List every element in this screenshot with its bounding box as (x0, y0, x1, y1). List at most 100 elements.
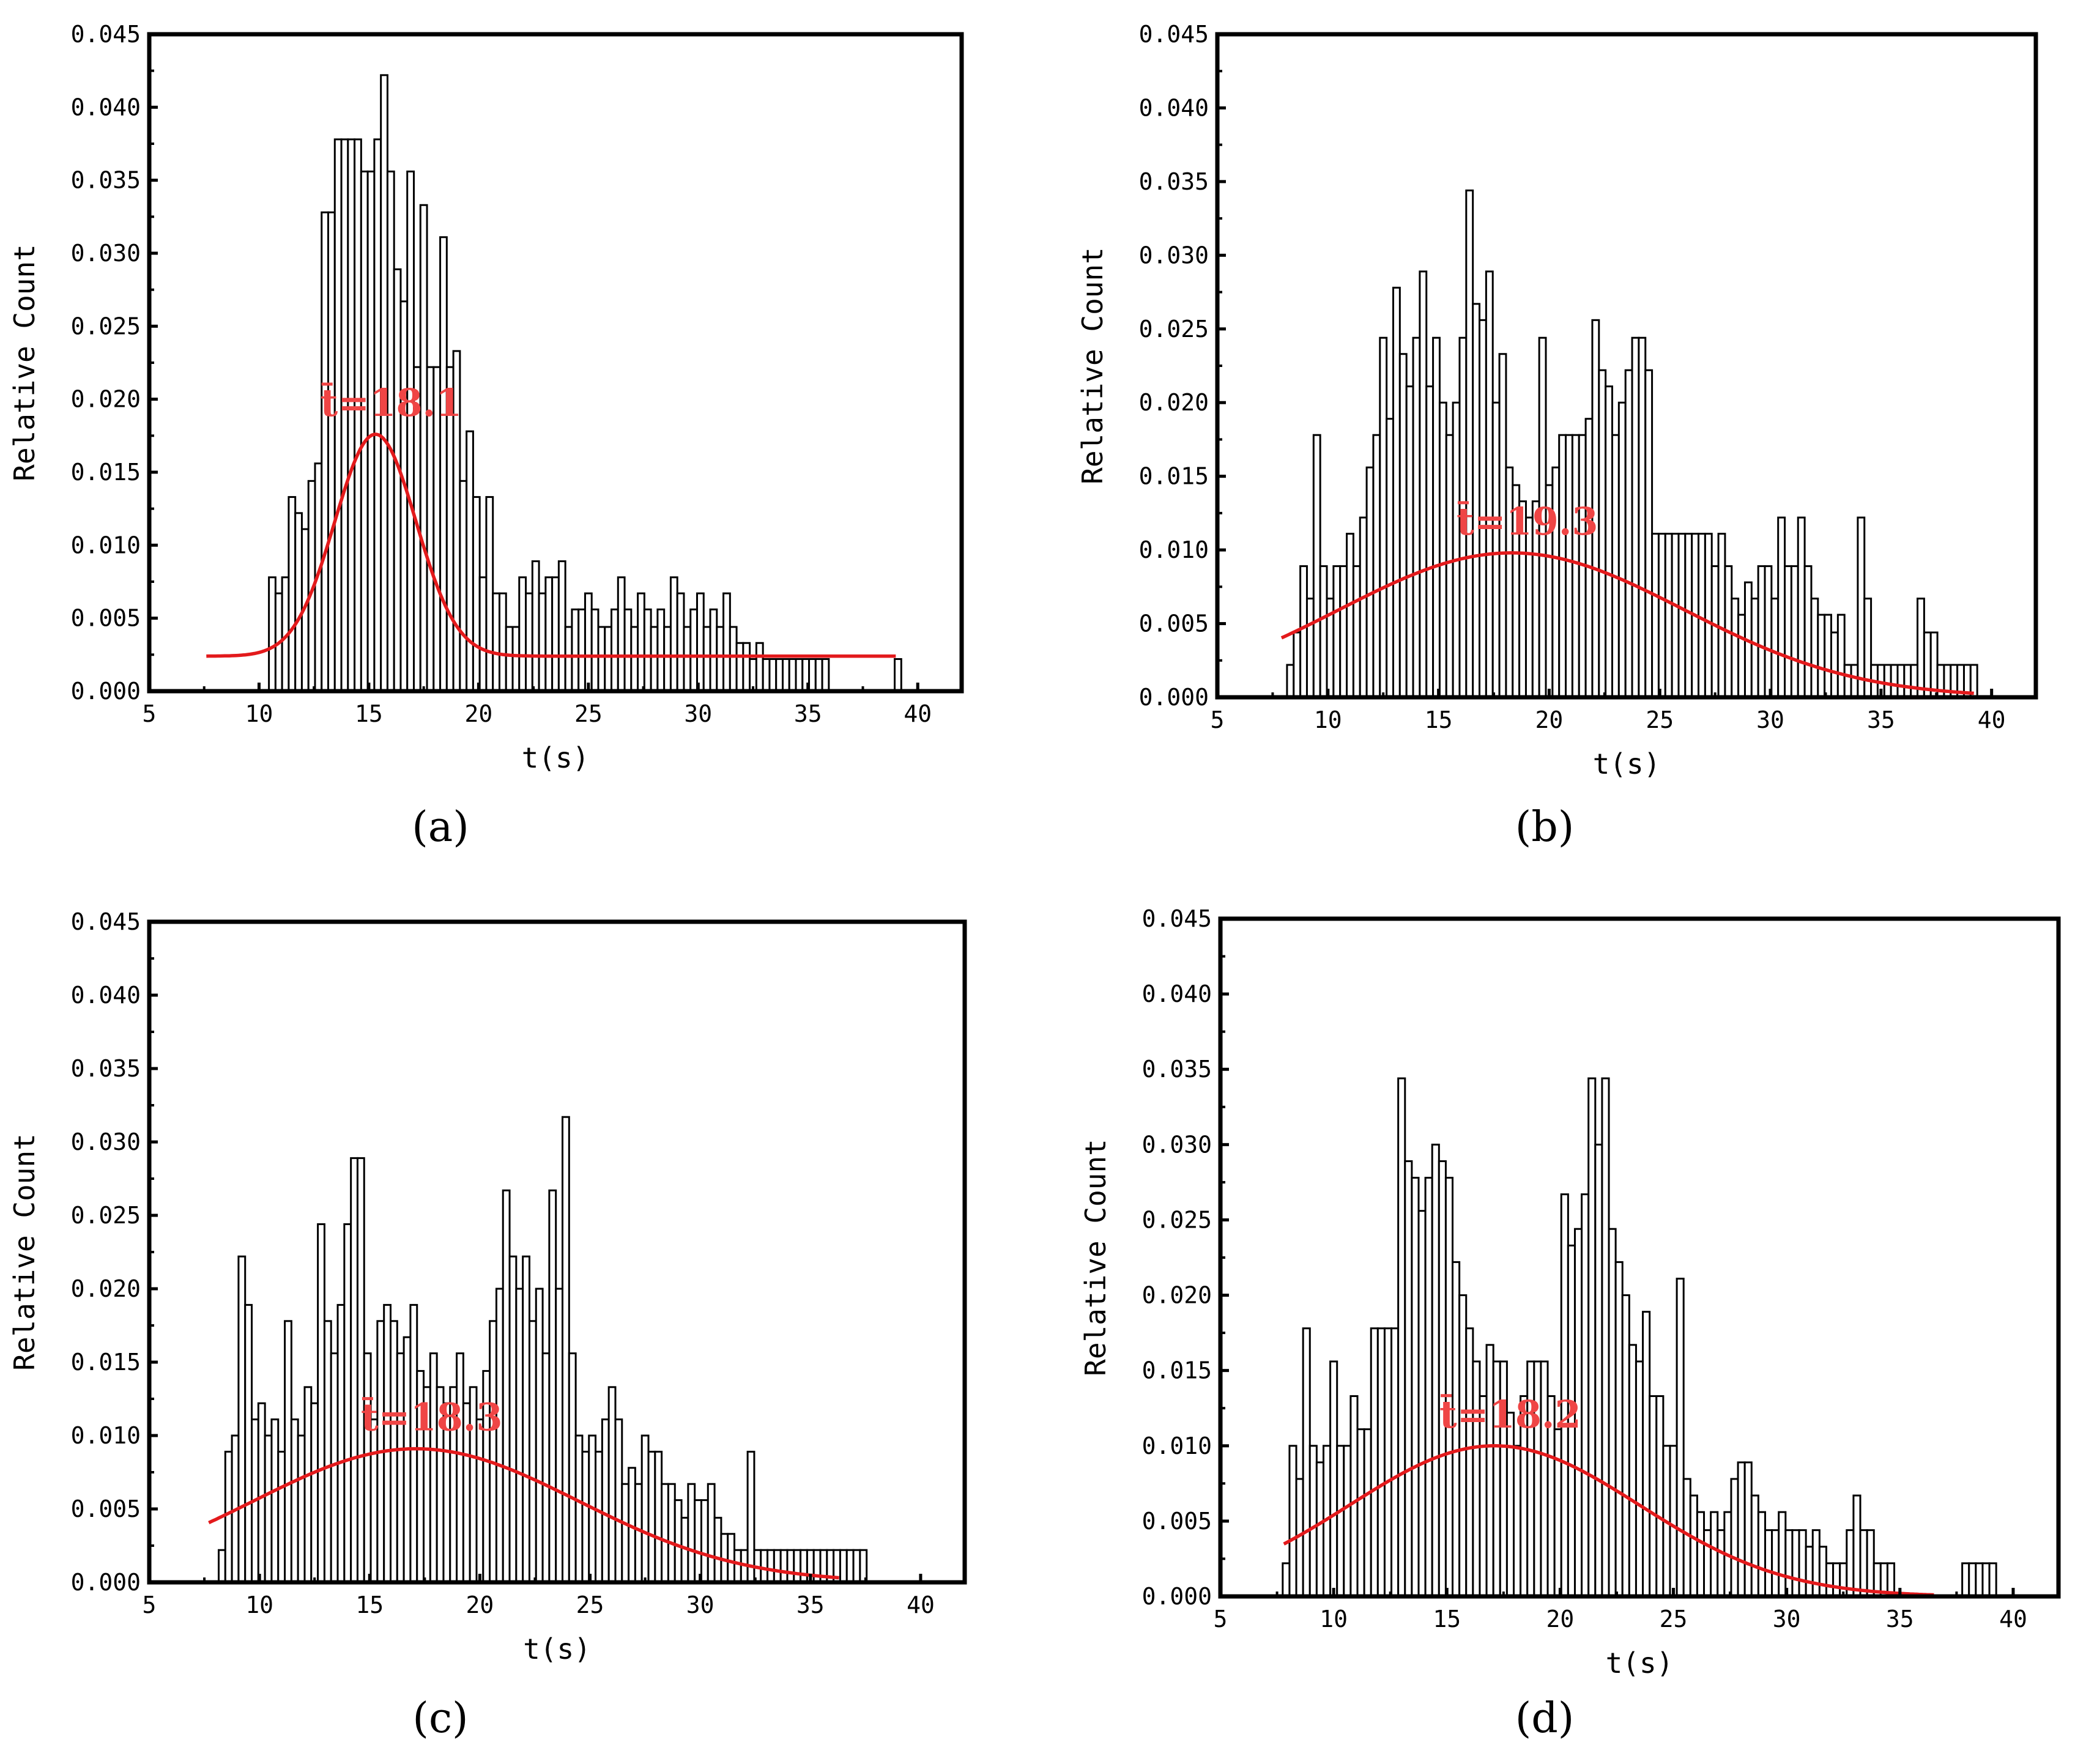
histogram-bar (1553, 1428, 1562, 1598)
histogram-bar (399, 300, 409, 692)
histogram-bar (1863, 598, 1873, 699)
histogram-bar (1846, 1529, 1855, 1598)
histogram-bar (1617, 401, 1627, 699)
histogram-bar (541, 1352, 551, 1584)
panel-label: (d) (1515, 1694, 1575, 1743)
histogram-bar (1737, 613, 1746, 699)
histogram-bar (1975, 1562, 1984, 1598)
x-tick-label: 40 (1978, 706, 2006, 733)
histogram-bar (551, 576, 560, 692)
histogram-bar (1717, 1529, 1726, 1598)
histogram-bar (722, 592, 731, 692)
histogram-bar (1710, 565, 1720, 699)
histogram-bar (894, 658, 902, 692)
histogram-bar (1731, 598, 1740, 699)
y-tick-label: 0.030 (71, 240, 141, 267)
y-tick-label: 0.035 (71, 167, 141, 194)
histogram-bar (492, 592, 500, 692)
histogram-bar (237, 1255, 247, 1584)
y-tick-label: 0.045 (71, 21, 141, 48)
histogram-bar (1465, 1327, 1474, 1598)
fit-curve (206, 432, 896, 658)
histogram-bar (604, 626, 613, 692)
histogram-bar (1445, 434, 1454, 699)
histogram-bar (1664, 533, 1673, 699)
x-tick-label: 15 (355, 700, 383, 727)
histogram-bar (1438, 1160, 1447, 1598)
histogram-bar (1288, 1445, 1297, 1598)
histogram-bar (1444, 1177, 1454, 1598)
histogram-bar (1825, 1562, 1835, 1598)
chart-panel-d: 0.000 0.005 0.010 0.015 0.020 0.025 0.030 0.035… (1079, 905, 2061, 1743)
histogram-bar (386, 170, 395, 692)
histogram-bar (1286, 664, 1295, 699)
histogram-bar (1412, 336, 1421, 699)
histogram-bar (1370, 1327, 1379, 1598)
histogram-bar (601, 1418, 610, 1584)
histogram-bar (1929, 631, 1939, 699)
histogram-bar (1818, 1546, 1827, 1598)
histogram-bar (1349, 1395, 1359, 1598)
histogram-bar (1386, 418, 1394, 699)
histogram-bar (1614, 1261, 1624, 1598)
chart-panel-b: 0.000 0.005 0.010 0.015 0.020 0.025 0.030 0.035… (1076, 21, 2038, 851)
histogram-bar (696, 592, 705, 692)
histogram-bar (1565, 434, 1573, 699)
histogram-bar (429, 1352, 438, 1584)
histogram-bar (1312, 434, 1321, 699)
histogram-bar (702, 626, 711, 692)
histogram-bar (727, 1533, 736, 1584)
histogram-bar (1750, 598, 1759, 699)
histogram-bar (1458, 1294, 1468, 1598)
y-tick-label: 0.015 (71, 1349, 141, 1376)
histogram-bar (1657, 533, 1666, 699)
histogram-bar (1798, 1529, 1807, 1598)
histogram-bar (1417, 1210, 1427, 1598)
histogram-bar (640, 1434, 650, 1584)
histogram-bar (1857, 516, 1866, 699)
histogram-bar (1852, 1494, 1862, 1598)
y-tick-label: 0.000 (71, 678, 141, 705)
histogram-bar (762, 658, 771, 692)
histogram-bar (1315, 1461, 1324, 1598)
histogram-bar (393, 268, 402, 692)
histogram-bar (574, 1434, 584, 1584)
histogram-bar (472, 496, 481, 692)
x-tick-label: 30 (1756, 706, 1784, 733)
histogram-bar (845, 1549, 855, 1584)
x-tick-label: 10 (245, 700, 273, 727)
histogram-bar (733, 1549, 742, 1584)
y-tick-label: 0.045 (71, 908, 141, 935)
histogram-bar (1628, 1344, 1637, 1598)
y-tick-label: 0.040 (71, 982, 141, 1009)
histogram-bar (1764, 565, 1773, 699)
histogram-bar (623, 608, 633, 692)
panel-label: (c) (412, 1694, 468, 1743)
histogram-bar (1684, 533, 1693, 699)
histogram-bar (611, 608, 619, 692)
y-tick-label: 0.005 (1139, 610, 1209, 637)
histogram-bar (264, 1434, 273, 1584)
y-tick-label: 0.045 (1142, 905, 1212, 932)
histogram-bar (502, 1189, 511, 1584)
x-tick-label: 35 (1886, 1606, 1914, 1632)
histogram-bar (647, 1450, 656, 1584)
histogram-bar (1339, 565, 1348, 699)
x-tick-label: 40 (1999, 1606, 2027, 1632)
histogram-bar (1770, 598, 1780, 699)
y-axis-label: Relative Count (8, 244, 41, 481)
x-tick-label: 35 (794, 700, 822, 727)
histogram-bar (475, 1418, 484, 1584)
histogram-bar (1704, 533, 1713, 699)
histogram-bar (439, 236, 448, 692)
histogram-bar (1485, 1344, 1494, 1598)
histogram-bar (1598, 369, 1607, 699)
histogram-bar (548, 1189, 557, 1584)
histogram-bar (1797, 516, 1806, 699)
histogram-bar (1638, 336, 1647, 699)
histogram-bar (1671, 533, 1680, 699)
histogram-bar (528, 1320, 537, 1584)
histogram-bar (1669, 1445, 1678, 1598)
histogram-bar (793, 1549, 802, 1584)
